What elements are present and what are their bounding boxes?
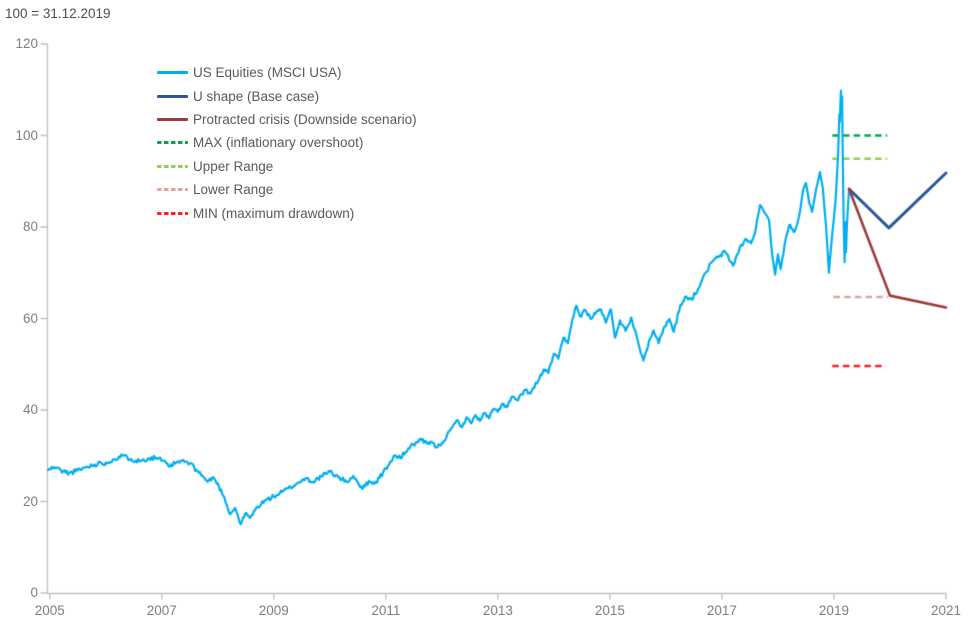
legend-swatch-dashed bbox=[157, 211, 188, 215]
legend-label: Upper Range bbox=[193, 158, 274, 174]
legend-item-1: U shape (Base case) bbox=[157, 84, 417, 107]
legend-item-5: Lower Range bbox=[157, 178, 417, 201]
x-axis-tick-label: 2015 bbox=[594, 603, 625, 618]
legend-swatch-dashed bbox=[157, 141, 188, 145]
legend-label: Protracted crisis (Downside scenario) bbox=[193, 111, 417, 127]
x-axis-tick-label: 2017 bbox=[706, 603, 737, 618]
y-axis-tick-label: 20 bbox=[22, 493, 38, 509]
legend-item-3: MAX (inflationary overshoot) bbox=[157, 131, 417, 154]
y-axis-tick-label: 60 bbox=[22, 310, 38, 326]
legend-label: MAX (inflationary overshoot) bbox=[193, 135, 364, 151]
legend: US Equities (MSCI USA) U shape (Base case… bbox=[157, 61, 417, 225]
legend-swatch-line bbox=[157, 71, 188, 75]
x-axis-tick-label: 2005 bbox=[34, 603, 65, 618]
legend-swatch-dashed bbox=[157, 164, 188, 168]
legend-item-2: Protracted crisis (Downside scenario) bbox=[157, 108, 417, 131]
legend-swatch-dashed bbox=[157, 188, 188, 192]
x-axis-tick-label: 2007 bbox=[146, 603, 177, 618]
y-axis-tick-label: 40 bbox=[22, 402, 38, 417]
y-axis-tick-label: 100 bbox=[15, 127, 38, 143]
index-base-note: 100 = 31.12.2019 bbox=[5, 6, 111, 21]
y-axis-tick-label: 0 bbox=[30, 585, 38, 600]
x-axis-tick-label: 2009 bbox=[258, 603, 289, 618]
legend-item-6: MIN (maximum drawdown) bbox=[157, 201, 417, 224]
legend-swatch-line bbox=[157, 94, 188, 98]
legend-label: MIN (maximum drawdown) bbox=[193, 205, 355, 221]
legend-label: US Equities (MSCI USA) bbox=[193, 65, 342, 81]
x-axis-tick-label: 2011 bbox=[371, 603, 401, 618]
legend-item-4: Upper Range bbox=[157, 155, 417, 178]
legend-item-0: US Equities (MSCI USA) bbox=[157, 61, 417, 84]
legend-swatch-line bbox=[157, 117, 188, 121]
x-axis-tick-label: 2013 bbox=[482, 603, 513, 618]
legend-label: Lower Range bbox=[193, 182, 274, 198]
x-axis-tick-label: 2021 bbox=[930, 603, 962, 618]
y-axis-tick-label: 80 bbox=[22, 219, 38, 234]
legend-label: U shape (Base case) bbox=[193, 88, 320, 104]
x-axis-tick-label: 2019 bbox=[818, 603, 849, 618]
y-axis-tick-label: 120 bbox=[15, 36, 38, 51]
